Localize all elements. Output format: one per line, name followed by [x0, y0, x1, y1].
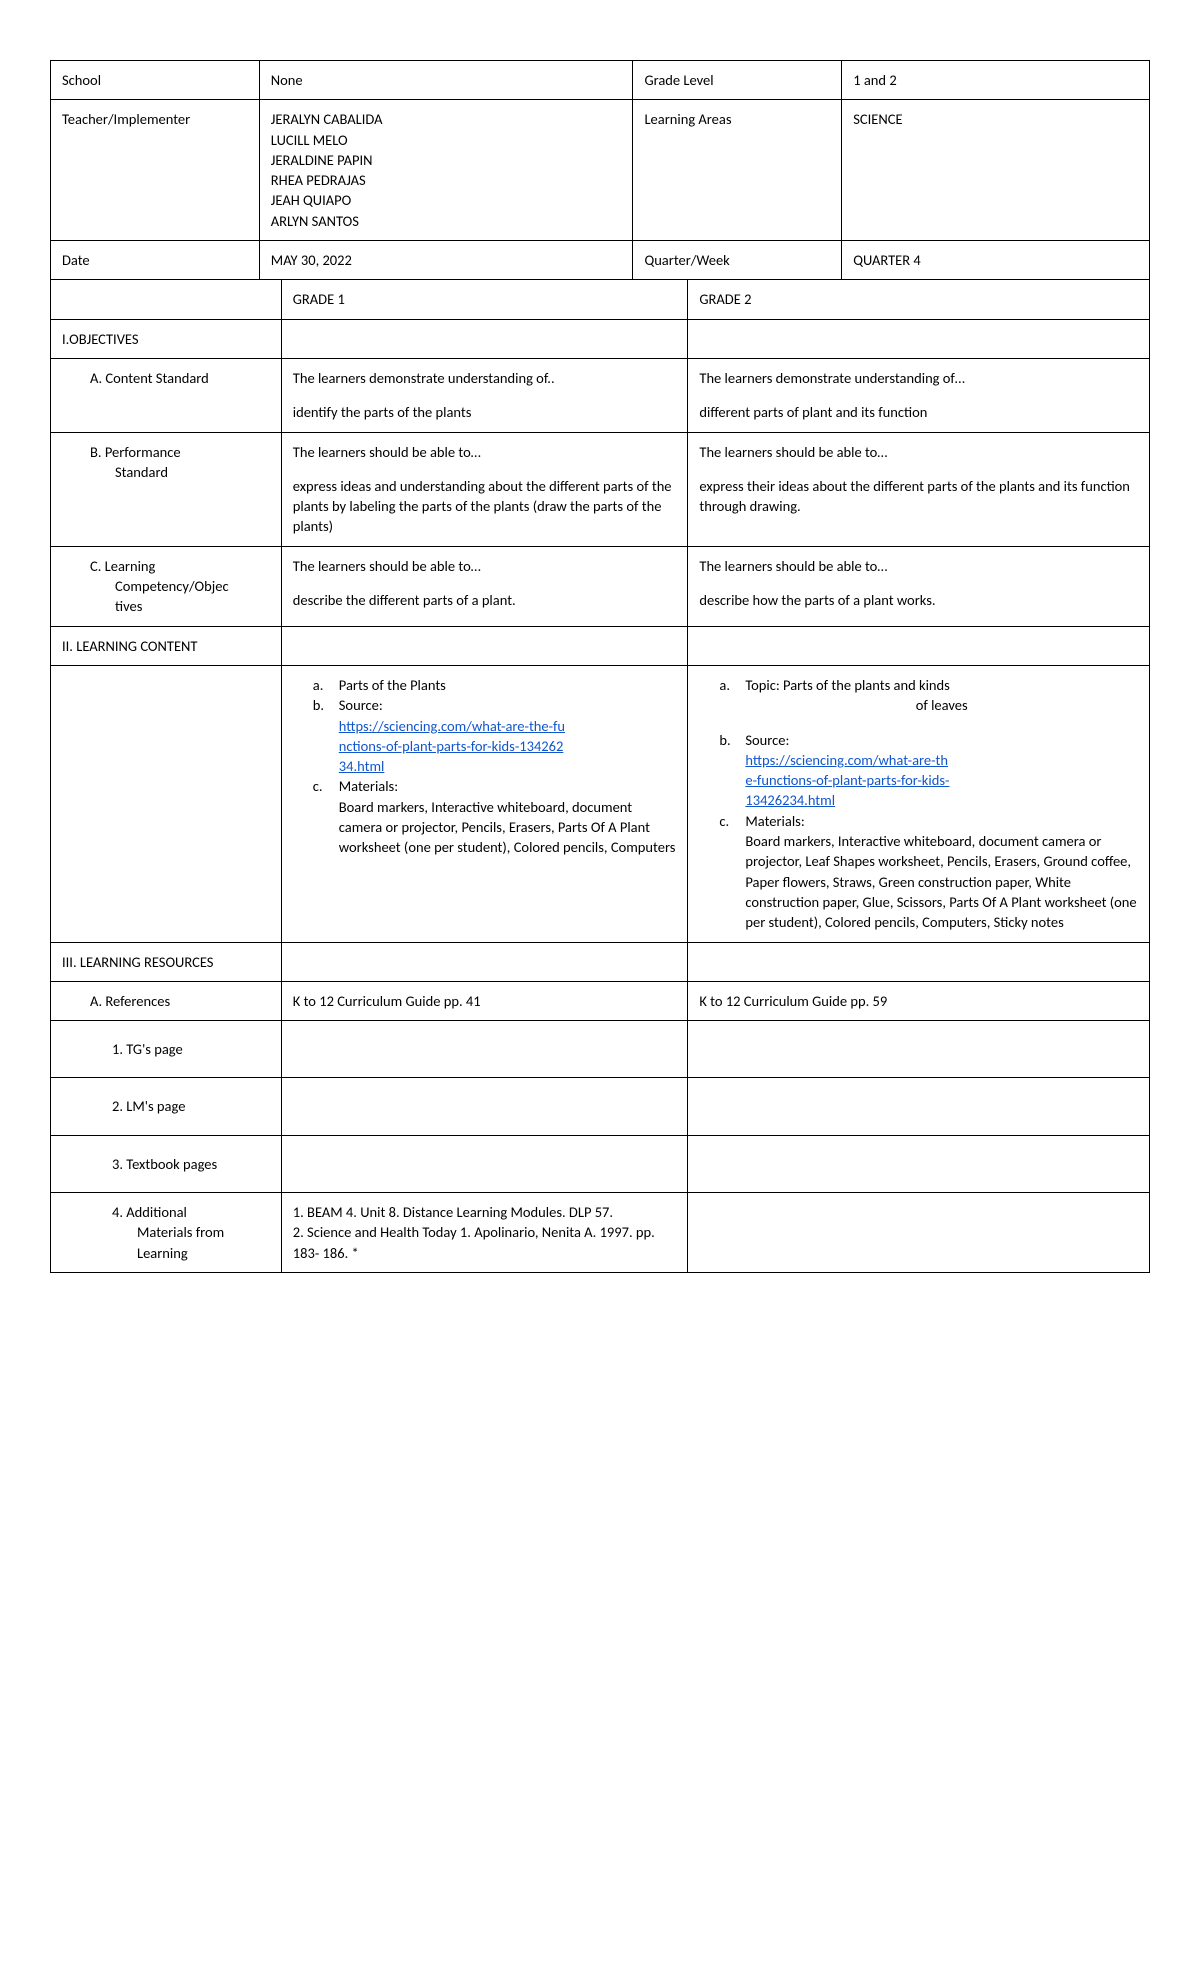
learning-competency-g1: The learners should be able to… describe… — [281, 546, 688, 626]
learning-content-g2: a.Topic: Parts of the plants and kinds o… — [688, 665, 1150, 942]
blank-cell — [688, 1192, 1150, 1272]
blank-cell — [688, 1078, 1150, 1135]
learning-areas-label: Learning Areas — [633, 100, 842, 241]
blank-cell — [281, 1078, 688, 1135]
source-link[interactable]: nctions-of-plant-parts-for-kids-134262 — [339, 737, 564, 755]
source-link[interactable]: https://sciencing.com/what-are-the-fu — [339, 717, 565, 735]
teacher-name: JEAH QUIAPO — [271, 190, 622, 210]
blank-cell — [51, 665, 282, 942]
blank-cell — [281, 1021, 688, 1078]
learning-areas-value: SCIENCE — [842, 100, 1150, 241]
textbook-pages-label: 3. Textbook pages — [51, 1135, 282, 1192]
content-standard-g1: The learners demonstrate understanding o… — [281, 358, 688, 432]
references-g2: K to 12 Curriculum Guide pp. 59 — [688, 981, 1150, 1020]
blank-cell — [688, 1021, 1150, 1078]
grade-level-value: 1 and 2 — [842, 61, 1150, 100]
teacher-name: JERALYN CABALIDA — [271, 109, 622, 129]
grade1-header: GRADE 1 — [281, 280, 688, 319]
blank-cell — [281, 626, 688, 665]
lm-page-label: 2. LM's page — [51, 1078, 282, 1135]
quarter-value: QUARTER 4 — [842, 241, 1150, 280]
learning-competency-label: C. Learning Competency/Objec tives — [51, 546, 282, 626]
school-label: School — [51, 61, 260, 100]
performance-standard-g2: The learners should be able to… express … — [688, 432, 1150, 546]
teacher-name: RHEA PEDRAJAS — [271, 170, 622, 190]
teacher-label: Teacher/Implementer — [51, 100, 260, 241]
source-link[interactable]: 34.html — [339, 757, 385, 775]
source-link[interactable]: e-functions-of-plant-parts-for-kids- — [745, 771, 949, 789]
source-link[interactable]: https://sciencing.com/what-are-th — [745, 751, 948, 769]
grade-level-label: Grade Level — [633, 61, 842, 100]
learning-content-heading: II. LEARNING CONTENT — [51, 626, 282, 665]
blank-cell — [51, 280, 282, 319]
performance-standard-label: B. Performance Standard — [51, 432, 282, 546]
blank-cell — [688, 1135, 1150, 1192]
references-g1: K to 12 Curriculum Guide pp. 41 — [281, 981, 688, 1020]
learning-content-g1: a.Parts of the Plants b.Source: https://… — [281, 665, 688, 942]
additional-materials-label: 4. Additional Materials from Learning — [51, 1192, 282, 1272]
learning-competency-g2: The learners should be able to… describe… — [688, 546, 1150, 626]
blank-cell — [281, 1135, 688, 1192]
school-value: None — [259, 61, 633, 100]
source-link[interactable]: 13426234.html — [745, 791, 835, 809]
teacher-value: JERALYN CABALIDA LUCILL MELO JERALDINE P… — [259, 100, 633, 241]
references-label: A. References — [51, 981, 282, 1020]
objectives-heading: I.OBJECTIVES — [51, 319, 282, 358]
quarter-label: Quarter/Week — [633, 241, 842, 280]
teacher-name: JERALDINE PAPIN — [271, 150, 622, 170]
teacher-name: ARLYN SANTOS — [271, 211, 622, 231]
lesson-plan-table: School None Grade Level 1 and 2 Teacher/… — [50, 60, 1150, 1273]
content-standard-g2: The learners demonstrate understanding o… — [688, 358, 1150, 432]
blank-cell — [688, 626, 1150, 665]
additional-materials-g1: 1. BEAM 4. Unit 8. Distance Learning Mod… — [281, 1192, 688, 1272]
blank-cell — [688, 942, 1150, 981]
content-standard-label: A. Content Standard — [51, 358, 282, 432]
grade2-header: GRADE 2 — [688, 280, 1150, 319]
blank-cell — [281, 942, 688, 981]
tg-page-label: 1. TG's page — [51, 1021, 282, 1078]
learning-resources-heading: III. LEARNING RESOURCES — [51, 942, 282, 981]
teacher-name: LUCILL MELO — [271, 130, 622, 150]
blank-cell — [688, 319, 1150, 358]
performance-standard-g1: The learners should be able to… express … — [281, 432, 688, 546]
date-label: Date — [51, 241, 260, 280]
date-value: MAY 30, 2022 — [259, 241, 633, 280]
blank-cell — [281, 319, 688, 358]
